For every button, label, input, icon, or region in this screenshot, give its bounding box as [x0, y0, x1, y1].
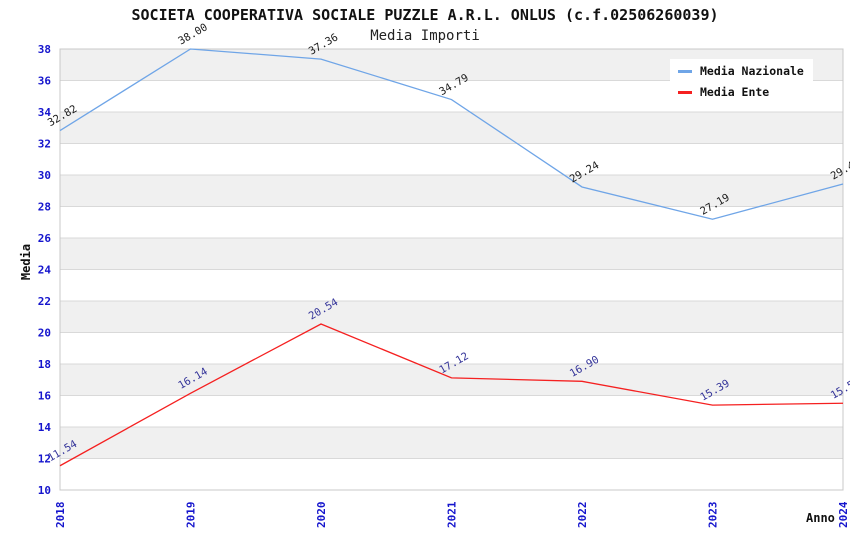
y-tick-label: 34 [38, 106, 52, 119]
legend: Media Nazionale Media Ente [670, 59, 813, 105]
plot-band [60, 238, 843, 270]
x-tick-label: 2024 [837, 501, 850, 528]
y-axis-title: Media [19, 243, 33, 281]
x-tick-label: 2021 [446, 501, 459, 528]
plot-band [60, 175, 843, 207]
plot-band [60, 332, 843, 364]
plot-band [60, 301, 843, 333]
x-tick-label: 2020 [315, 502, 328, 529]
x-tick-label: 2018 [54, 502, 67, 529]
plot-band [60, 427, 843, 459]
legend-item-media-nazionale: Media Nazionale [678, 64, 804, 78]
y-tick-label: 22 [38, 295, 51, 308]
legend-swatch-blue [678, 69, 692, 73]
legend-label: Media Nazionale [700, 64, 804, 78]
y-tick-label: 12 [38, 453, 51, 466]
y-tick-label: 16 [38, 390, 52, 403]
plot-band [60, 364, 843, 396]
plot-band [60, 458, 843, 490]
y-tick-label: 38 [38, 43, 51, 56]
plot-border [59, 48, 844, 491]
series-line-0 [59, 48, 844, 220]
legend-label: Media Ente [700, 85, 770, 99]
y-tick-label: 32 [38, 138, 51, 151]
x-tick-label: 2019 [185, 502, 198, 529]
y-tick-label: 20 [38, 327, 51, 340]
y-tick-label: 18 [38, 358, 51, 371]
legend-item-media-ente: Media Ente [678, 85, 804, 99]
x-tick-label: 2023 [707, 502, 720, 529]
y-tick-label: 28 [38, 201, 51, 214]
series-line-1 [59, 323, 844, 467]
x-axis-title: Anno [806, 511, 835, 525]
x-tick-label: 2022 [576, 502, 589, 529]
plot-band [60, 112, 843, 144]
plot-band [60, 395, 843, 427]
y-tick-label: 14 [38, 421, 52, 434]
chart-subtitle: Media Importi [370, 28, 480, 44]
plot-band [60, 269, 843, 301]
y-tick-label: 10 [38, 484, 51, 497]
chart-title: SOCIETA COOPERATIVA SOCIALE PUZZLE A.R.L… [131, 6, 719, 24]
y-tick-label: 24 [38, 264, 52, 277]
legend-swatch-red [678, 90, 692, 94]
plot-band [60, 143, 843, 175]
y-tick-label: 36 [38, 75, 52, 88]
point-label: 38.00 [176, 21, 209, 47]
plot-band [60, 206, 843, 238]
y-tick-label: 26 [38, 232, 52, 245]
y-tick-label: 30 [38, 169, 51, 182]
